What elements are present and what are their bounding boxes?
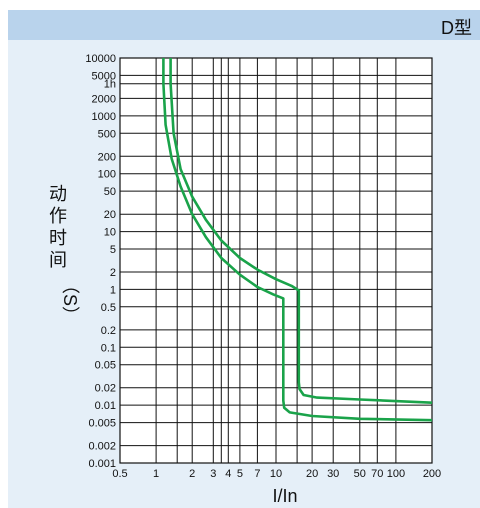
curve-1 bbox=[162, 58, 433, 422]
x-tick-labels: 0.5 1 2 3 4 5 7 10 20 30 50 70 100 200 bbox=[112, 468, 441, 480]
y-axis-label-char-1: 作 bbox=[49, 206, 67, 226]
x-axis-label: I/In bbox=[272, 486, 297, 506]
y-tick-label-3: 0.01 bbox=[95, 400, 116, 412]
y-tick-label-6: 0.1 bbox=[101, 342, 116, 354]
y-tick-label-8: 0.5 bbox=[101, 302, 116, 314]
y-tick-label-20: 1h bbox=[104, 79, 116, 91]
y-tick-label-10: 2 bbox=[110, 267, 116, 279]
y-tick-label-9: 1 bbox=[110, 284, 116, 296]
y-tick-label-11: 5 bbox=[110, 244, 116, 256]
y-tick-label-0: 0.001 bbox=[88, 458, 116, 470]
x-tick-label-0: 0.5 bbox=[112, 468, 127, 480]
y-tick-label-12: 10 bbox=[104, 227, 116, 239]
y-tick-label-16: 200 bbox=[98, 151, 116, 163]
x-tick-label-11: 70 bbox=[371, 468, 383, 480]
curve-2 bbox=[169, 58, 433, 404]
x-tick-label-4: 4 bbox=[225, 468, 231, 480]
y-tick-label-21: 5000 bbox=[92, 70, 116, 82]
y-tick-label-13: 20 bbox=[104, 209, 116, 221]
x-tick-label-3: 3 bbox=[210, 468, 216, 480]
x-tick-label-13: 200 bbox=[423, 468, 441, 480]
y-tick-labels: 0.001 0.002 0.005 0.01 0.02 0.05 0.1 0.2 0.5 1 2 5 1… bbox=[85, 53, 116, 470]
y-axis-unit: （S） bbox=[60, 276, 80, 324]
y-tick-label-2: 0.005 bbox=[88, 418, 116, 430]
x-tick-label-2: 2 bbox=[189, 468, 195, 480]
header-bar: D型 bbox=[8, 10, 480, 40]
y-tick-label-4: 0.02 bbox=[95, 383, 116, 395]
y-tick-label-7: 0.2 bbox=[101, 325, 116, 337]
x-tick-label-9: 30 bbox=[327, 468, 339, 480]
y-tick-label-19: 2000 bbox=[92, 93, 116, 105]
x-tick-label-5: 5 bbox=[237, 468, 243, 480]
x-tick-label-7: 10 bbox=[270, 468, 282, 480]
type-label: D型 bbox=[441, 18, 472, 38]
x-tick-label-8: 20 bbox=[306, 468, 318, 480]
y-tick-label-22: 10000 bbox=[85, 53, 116, 65]
y-tick-label-18: 1000 bbox=[92, 111, 116, 123]
curves bbox=[162, 58, 433, 422]
y-axis-label-char-3: 间 bbox=[49, 250, 67, 270]
y-axis-label-char-2: 时 bbox=[49, 228, 67, 248]
y-tick-label-14: 50 bbox=[104, 186, 116, 198]
x-tick-label-6: 7 bbox=[254, 468, 260, 480]
x-tick-label-10: 50 bbox=[354, 468, 366, 480]
y-tick-label-5: 0.05 bbox=[95, 360, 116, 372]
x-tick-label-1: 1 bbox=[153, 468, 159, 480]
x-tick-label-12: 100 bbox=[387, 468, 405, 480]
y-axis-label-char-0: 动 bbox=[49, 184, 67, 204]
y-tick-label-17: 500 bbox=[98, 128, 116, 140]
y-tick-label-1: 0.002 bbox=[88, 441, 116, 453]
y-tick-label-15: 100 bbox=[98, 169, 116, 181]
